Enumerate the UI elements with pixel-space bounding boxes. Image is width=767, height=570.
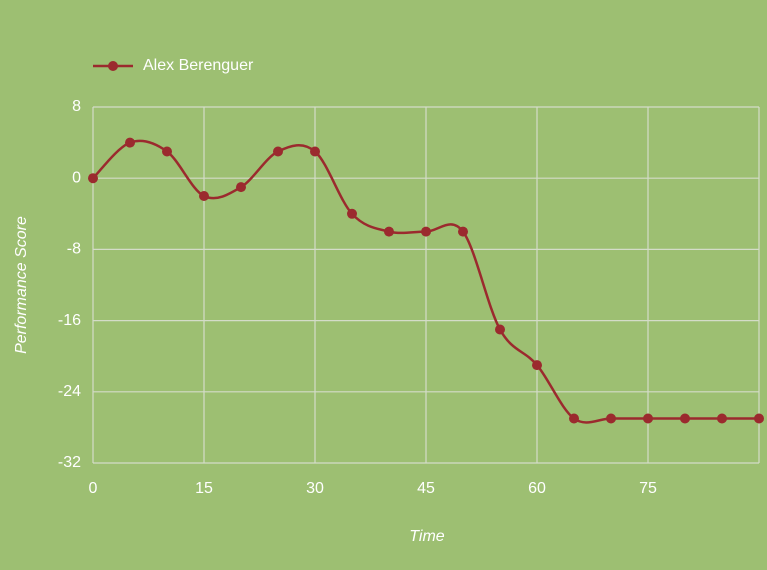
x-tick-label: 15 bbox=[195, 480, 213, 497]
data-point bbox=[458, 226, 468, 237]
y-tick-label: 8 bbox=[72, 98, 81, 115]
x-tick-label: 45 bbox=[417, 480, 435, 497]
data-point bbox=[236, 182, 246, 193]
y-axis-label: Performance Score bbox=[13, 216, 30, 354]
data-point bbox=[273, 146, 283, 157]
data-point bbox=[162, 146, 172, 157]
data-point bbox=[754, 413, 764, 424]
x-tick-label: 75 bbox=[639, 480, 657, 497]
data-point bbox=[532, 360, 542, 371]
x-tick-label: 60 bbox=[528, 480, 546, 497]
data-point bbox=[384, 226, 394, 237]
x-tick-label: 0 bbox=[89, 480, 98, 497]
legend-label: Alex Berenguer bbox=[143, 57, 254, 74]
x-tick-label: 30 bbox=[306, 480, 324, 497]
data-point bbox=[310, 146, 320, 157]
data-point bbox=[88, 173, 98, 184]
data-point bbox=[643, 413, 653, 424]
legend-marker bbox=[108, 61, 118, 71]
data-point bbox=[125, 137, 135, 148]
data-point bbox=[495, 324, 505, 335]
y-tick-label: -16 bbox=[58, 312, 81, 329]
data-point bbox=[717, 413, 727, 424]
data-point bbox=[199, 191, 209, 201]
y-tick-label: -32 bbox=[58, 454, 81, 471]
data-point bbox=[680, 413, 690, 424]
y-tick-label: -8 bbox=[67, 241, 81, 258]
data-point bbox=[347, 208, 357, 219]
x-axis-label: Time bbox=[409, 528, 445, 545]
data-point bbox=[421, 226, 431, 237]
data-point bbox=[569, 413, 579, 424]
data-point bbox=[606, 413, 616, 424]
y-tick-label: 0 bbox=[72, 169, 81, 186]
y-tick-label: -24 bbox=[58, 383, 81, 400]
